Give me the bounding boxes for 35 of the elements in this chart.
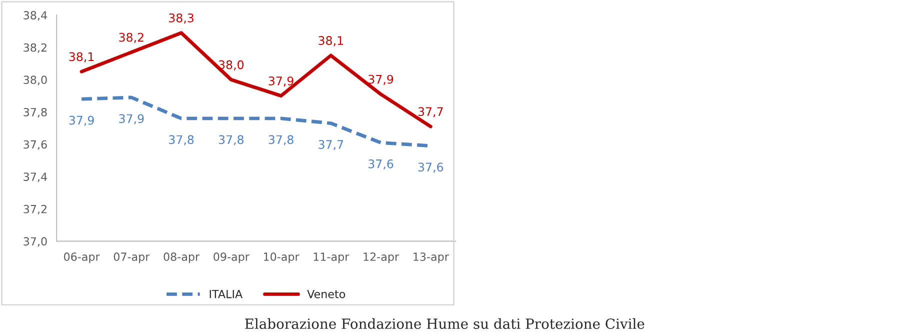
x-tick-label: 06-apr xyxy=(64,252,100,264)
x-tick-label: 07-apr xyxy=(114,252,150,264)
x-tick-label: 09-apr xyxy=(214,252,250,264)
data-label: 37,6 xyxy=(418,162,444,173)
y-tick-label: 37,6 xyxy=(24,140,47,150)
y-tick-label: 37,4 xyxy=(24,172,47,182)
x-tick-label: 08-apr xyxy=(164,252,200,264)
data-label: 37,7 xyxy=(418,107,443,118)
legend-label: Veneto xyxy=(307,290,346,298)
y-tick-label: 38,0 xyxy=(24,76,47,86)
data-label: 38,0 xyxy=(218,60,244,70)
x-tick-label: 13-apr xyxy=(414,252,449,264)
data-label: 37,8 xyxy=(268,135,294,146)
data-label: 37,9 xyxy=(69,116,94,126)
data-label: 37,9 xyxy=(268,76,294,87)
data-label: 37,8 xyxy=(169,135,194,146)
data-label: 38,1 xyxy=(69,52,94,62)
data-label: 37,9 xyxy=(119,114,144,124)
text: Elaborazione Fondazione Hume su dati Protezione Civile xyxy=(245,318,644,329)
y-tick-label: 37,8 xyxy=(24,108,47,118)
y-tick-label: 37,0 xyxy=(24,237,47,247)
legend-label: ITALIA xyxy=(210,290,243,298)
x-tick-label: 11-apr xyxy=(314,252,350,264)
data-label: 38,3 xyxy=(169,13,194,24)
y-tick-label: 38,4 xyxy=(24,11,47,21)
data-label: 38,1 xyxy=(318,36,343,46)
data-label: 38,2 xyxy=(119,32,144,43)
data-label: 37,9 xyxy=(368,74,394,85)
y-tick-label: 37,2 xyxy=(24,204,46,214)
data-label: 37,8 xyxy=(218,135,244,146)
x-tick-label: 12-apr xyxy=(364,252,400,264)
data-label: 37,6 xyxy=(368,159,394,170)
data-label: 37,7 xyxy=(318,140,344,150)
x-tick-label: 10-apr xyxy=(264,252,300,264)
y-tick-label: 38,2 xyxy=(24,43,46,53)
